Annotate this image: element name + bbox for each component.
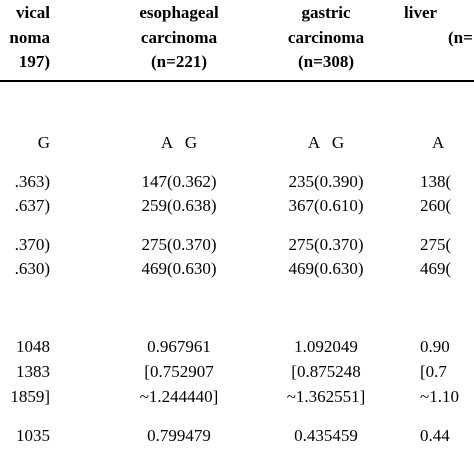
row4-col1: .630) (14, 259, 50, 278)
row7-col3: ~1.362551] (286, 387, 366, 406)
row2-col4: 260( (420, 196, 452, 215)
row5-col1: 1048 (16, 337, 50, 356)
row2-col3: 367(0.610) (288, 196, 364, 215)
row5-col4: 0.90 (420, 337, 450, 356)
row1-col4: 138( (420, 172, 452, 191)
row1-col2: 147(0.362) (141, 172, 217, 191)
header-col1-line1: vical (16, 3, 50, 22)
header-col2-line2: carcinoma (140, 28, 218, 47)
row3-col2: 275(0.370) (141, 235, 217, 254)
header-col2-line1: esophageal (139, 3, 219, 22)
row8-col4: 0.44 (420, 426, 450, 445)
row1-col3: 235(0.390) (288, 172, 364, 191)
header-col3-line3: (n=308) (298, 52, 354, 71)
header-col1-line2: noma (9, 28, 50, 47)
header-col4-line1: liver (404, 3, 438, 22)
header-rule (0, 80, 474, 82)
row1-col1: .363) (14, 172, 50, 191)
header-col2-line3: (n=221) (151, 52, 207, 71)
header-col3-line2: carcinoma (287, 28, 365, 47)
row4-col4: 469( (420, 259, 452, 278)
row3-col3: 275(0.370) (288, 235, 364, 254)
row6-col3: [0.875248 (291, 362, 361, 381)
row2-col1: .637) (14, 196, 50, 215)
row3-col1: .370) (14, 235, 50, 254)
allele-header-col4: A (432, 133, 445, 152)
row6-col4: [0.7 (420, 362, 447, 381)
header-col4-line2: (n= (448, 28, 473, 47)
row3-col4: 275( (420, 235, 452, 254)
row7-col2: ~1.244440] (139, 387, 219, 406)
row5-col3: 1.092049 (294, 337, 358, 356)
header-col1-line3: 197) (18, 52, 50, 71)
row8-col2: 0.799479 (147, 426, 211, 445)
row8-col3: 0.435459 (294, 426, 358, 445)
row4-col3: 469(0.630) (288, 259, 364, 278)
row8-col1: 1035 (16, 426, 50, 445)
row5-col2: 0.967961 (147, 337, 211, 356)
header-col3-line1: gastric (301, 3, 351, 22)
row4-col2: 469(0.630) (141, 259, 217, 278)
row7-col1: 1859] (10, 387, 50, 406)
allele-header-col1: G (37, 133, 50, 152)
allele-header-col3: A G (307, 133, 345, 152)
row7-col4: ~1.10 (420, 387, 459, 406)
row6-col2: [0.752907 (144, 362, 214, 381)
row6-col1: 1383 (16, 362, 50, 381)
allele-header-col2: A G (160, 133, 198, 152)
row2-col2: 259(0.638) (141, 196, 217, 215)
